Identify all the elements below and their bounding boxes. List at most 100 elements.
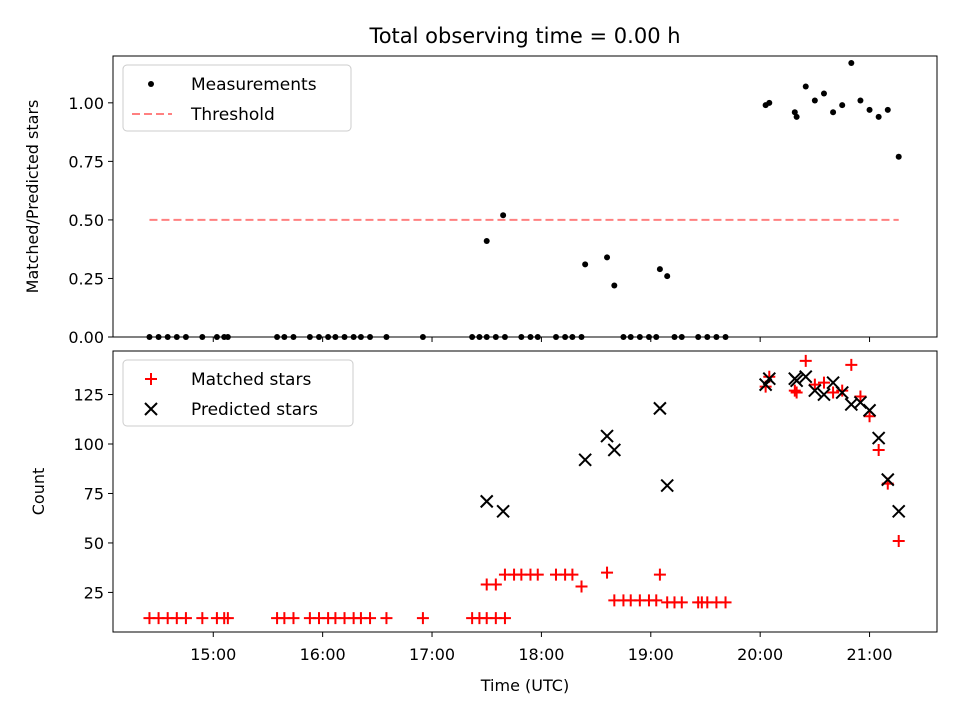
measurement-point (704, 334, 711, 340)
measurement-point (383, 334, 390, 340)
measurement-point (802, 83, 809, 90)
legend-label: Threshold (190, 105, 275, 125)
measurement-point (357, 334, 364, 340)
measurement-point (483, 334, 490, 340)
legend-label: Measurements (191, 75, 317, 95)
measurement-point (645, 334, 652, 340)
measurement-point (341, 334, 348, 340)
series-measurements (146, 60, 902, 340)
measurement-point (350, 334, 357, 340)
predicted-star-point (762, 371, 776, 386)
predicted-star-point (808, 383, 822, 398)
matched-star-point (845, 358, 858, 371)
measurement-point (476, 334, 483, 340)
measurement-point (281, 334, 288, 340)
x-tick-label: 15:00 (190, 645, 236, 664)
measurement-point (469, 334, 476, 340)
measurement-point (830, 109, 837, 116)
matched-star-point (601, 566, 614, 579)
matched-star-point (854, 390, 867, 403)
y-axis-label: Count (29, 468, 48, 516)
measurement-point (713, 334, 720, 340)
measurement-point (664, 273, 671, 280)
measurement-point (419, 334, 426, 340)
measurement-point (875, 113, 882, 120)
measurement-point (656, 266, 663, 273)
measurement-point (627, 334, 634, 340)
measurement-point (620, 334, 627, 340)
y-tick-label: 0.75 (68, 152, 104, 171)
measurement-point (582, 261, 589, 268)
measurement-point (500, 212, 507, 219)
measurement-point (332, 334, 339, 340)
measurement-point (857, 97, 864, 104)
x-tick-label: 18:00 (518, 645, 564, 664)
y-tick-label: 1.00 (68, 94, 104, 113)
matched-star-point (827, 386, 840, 399)
predicted-star-point (480, 494, 494, 509)
matched-star-point (221, 612, 234, 625)
y-tick-label: 100 (73, 435, 104, 454)
measurement-point (636, 334, 643, 340)
measurement-point (722, 334, 729, 340)
measurement-point (483, 237, 490, 244)
matched-star-point (863, 410, 876, 423)
legend-box (122, 64, 352, 132)
measurement-point (848, 60, 855, 67)
measurement-point (290, 334, 297, 340)
measurement-point (527, 334, 534, 340)
y-tick-label: 125 (73, 386, 104, 405)
matched-star-point (287, 612, 300, 625)
predicted-star-point (835, 385, 849, 400)
measurement-point (578, 334, 585, 340)
measurement-point (199, 334, 206, 340)
series-matched-stars (143, 354, 905, 625)
measurement-point (213, 334, 220, 340)
measurement-point (492, 334, 499, 340)
measurement-point (604, 254, 611, 261)
matched-star-point (788, 384, 801, 397)
measurement-point (146, 334, 153, 340)
measurement-point (164, 334, 171, 340)
matched-star-point (575, 580, 588, 593)
matched-star-point (872, 443, 885, 456)
matched-star-point (675, 596, 688, 609)
matched-star-point (799, 354, 812, 367)
measurement-point (552, 334, 559, 340)
predicted-star-point (758, 377, 773, 392)
x-tick-label: 17:00 (409, 645, 455, 664)
x-tick-label: 20:00 (737, 645, 783, 664)
legend-box (122, 359, 354, 427)
y-tick-label: 75 (84, 484, 104, 503)
x-tick-label: 19:00 (628, 645, 674, 664)
predicted-star-point (607, 443, 622, 457)
measurement-point (569, 334, 576, 340)
legend: Matched stars Predicted stars (122, 359, 354, 427)
matched-star-point (179, 612, 192, 625)
matched-star-point (892, 534, 905, 547)
measurement-point (866, 106, 873, 113)
measurement-point (274, 334, 281, 340)
x-axis-label: Time (UTC) (480, 676, 569, 695)
bottom-panel: 25 50 75 100 125 15:00 16:00 17:00 18:00 19:00 20:… (29, 350, 938, 695)
measurement-point (367, 334, 374, 340)
legend: Measurements Threshold (122, 64, 352, 132)
predicted-star-point (496, 504, 510, 518)
measurement-point (534, 334, 541, 340)
legend-marker-dot (148, 81, 154, 87)
predicted-star-point (817, 387, 831, 402)
measurement-point (678, 334, 685, 340)
measurement-point (611, 282, 618, 289)
chart-title: Total observing time = 0.00 h (368, 24, 680, 48)
measurement-point (793, 113, 800, 120)
matched-star-point (566, 568, 579, 581)
plot-frame (112, 55, 938, 338)
top-panel: 0.00 0.25 0.50 0.75 1.00 Matched/Predicted st… (23, 55, 938, 347)
measurement-point (884, 106, 891, 113)
legend-marker-x (144, 402, 158, 416)
measurement-point (325, 334, 332, 340)
measurement-point (182, 334, 189, 340)
y-tick-label: 50 (84, 534, 104, 553)
matched-star-point (808, 378, 821, 391)
